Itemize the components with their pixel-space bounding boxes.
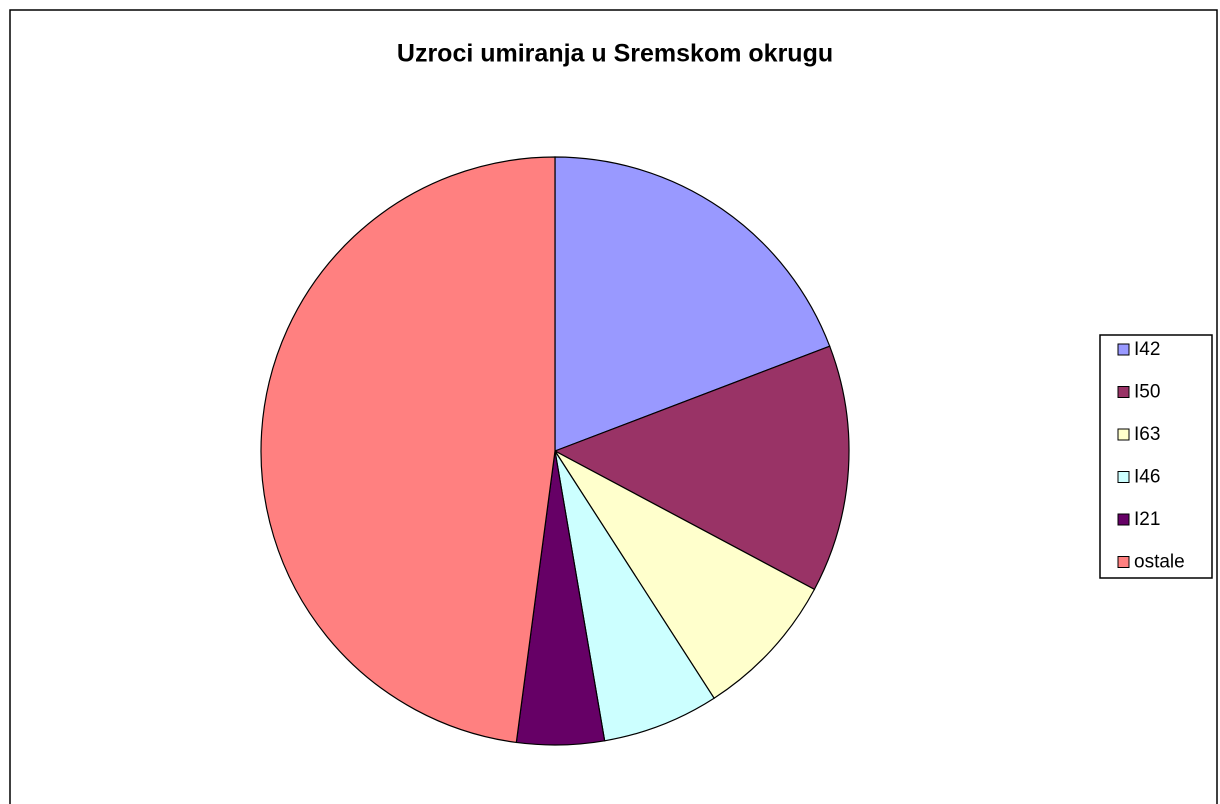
legend-swatch: [1117, 556, 1130, 568]
legend-label: I50: [1134, 382, 1160, 403]
legend-label: I42: [1134, 339, 1160, 360]
legend-label: I21: [1134, 509, 1160, 530]
legend-swatch: [1117, 386, 1130, 398]
pie-slice: [260, 156, 556, 744]
pie-slice: [553, 345, 850, 591]
legend-swatch: [1117, 343, 1130, 356]
legend-label: ostale: [1134, 552, 1185, 573]
legend-box: [1099, 334, 1213, 579]
legend-label: I46: [1134, 467, 1160, 488]
pie-slice: [554, 156, 831, 452]
legend-swatch: [1117, 428, 1130, 441]
legend-label: I63: [1134, 424, 1160, 445]
pie-slice: [554, 450, 715, 742]
chart-title: Uzroci umiranja u Sremskom okrugu: [397, 40, 833, 68]
legend-swatch: [1117, 513, 1130, 526]
legend-swatch: [1117, 471, 1130, 483]
pie-slice: [553, 449, 816, 700]
